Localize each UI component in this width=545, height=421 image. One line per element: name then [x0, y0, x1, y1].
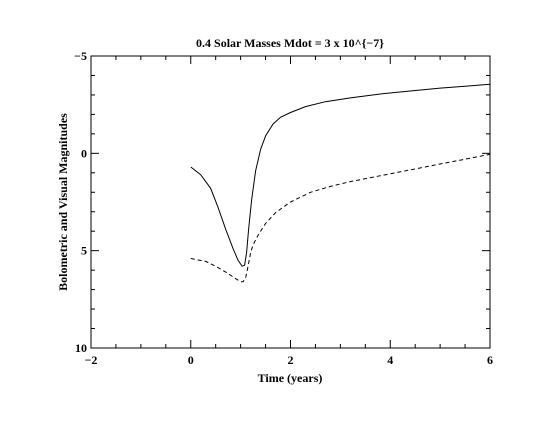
bolometric-magnitude-line [190, 83, 491, 267]
x-tick-label: 4 [387, 353, 393, 367]
axis-ticks: −2 0 2 4 6 −5 0 5 10 [74, 49, 493, 367]
y-tick-label: 0 [81, 146, 87, 160]
y-tick-label: 10 [75, 341, 87, 355]
x-tick-label: −2 [85, 353, 98, 367]
x-tick-label: 6 [487, 353, 493, 367]
y-axis-label: Bolometric and Visual Magnitudes [56, 113, 70, 291]
y-tick-label: −5 [74, 49, 87, 63]
chart-title: 0.4 Solar Masses Mdot = 3 x 10^{−7} [196, 36, 384, 50]
x-tick-label: 2 [288, 353, 294, 367]
y-tick-label: 5 [81, 244, 87, 258]
series-group [190, 83, 491, 283]
visual-magnitude-line [190, 153, 491, 283]
x-tick-label: 0 [188, 353, 194, 367]
x-axis-label: Time (years) [258, 371, 323, 385]
